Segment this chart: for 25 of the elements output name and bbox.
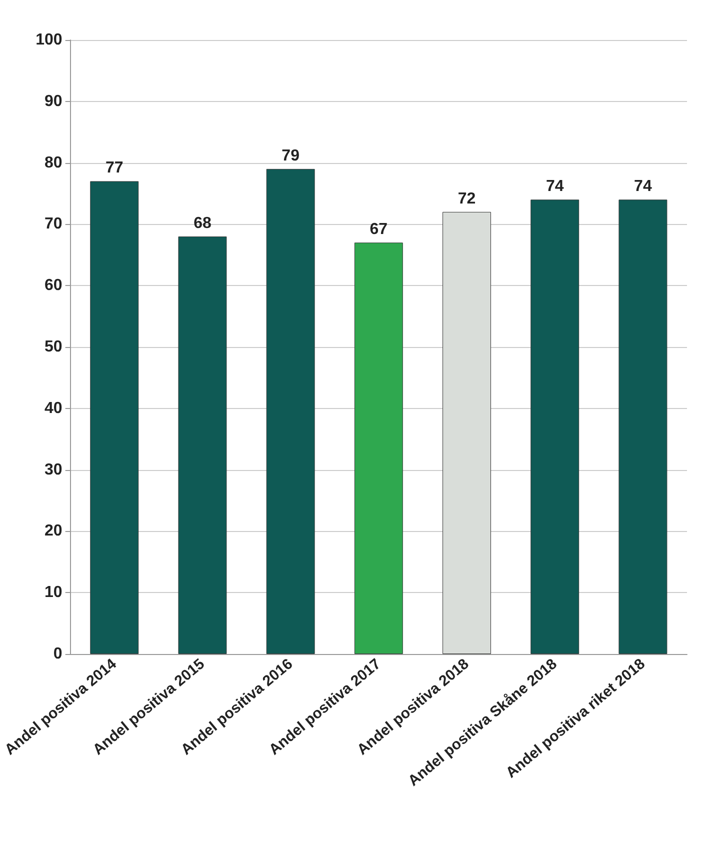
- y-tick-label: 40: [44, 400, 62, 417]
- data-label: 77: [105, 160, 124, 177]
- data-label: 79: [282, 147, 300, 164]
- bar: [178, 236, 227, 654]
- bar: [618, 200, 668, 654]
- bar: [266, 168, 315, 654]
- data-label: 74: [546, 178, 564, 196]
- bar: [442, 212, 491, 654]
- bar: [530, 200, 580, 654]
- y-tick-label: 0: [53, 646, 62, 662]
- data-label: 72: [458, 190, 476, 208]
- y-tick-label: 100: [36, 32, 62, 48]
- y-tick-label: 10: [44, 584, 62, 602]
- y-tick-label: 30: [44, 461, 62, 478]
- bar: [354, 242, 403, 654]
- y-tick-label: 60: [44, 277, 62, 294]
- y-tick-label: 70: [44, 216, 62, 233]
- bar: [90, 181, 139, 654]
- y-tick-label: 80: [44, 154, 62, 172]
- y-tick-label: 20: [44, 522, 62, 540]
- data-label: 68: [194, 214, 212, 232]
- y-tick-label: 50: [44, 338, 62, 356]
- data-label: 74: [634, 178, 652, 196]
- data-label: 67: [370, 221, 388, 238]
- y-tick-label: 90: [44, 92, 62, 110]
